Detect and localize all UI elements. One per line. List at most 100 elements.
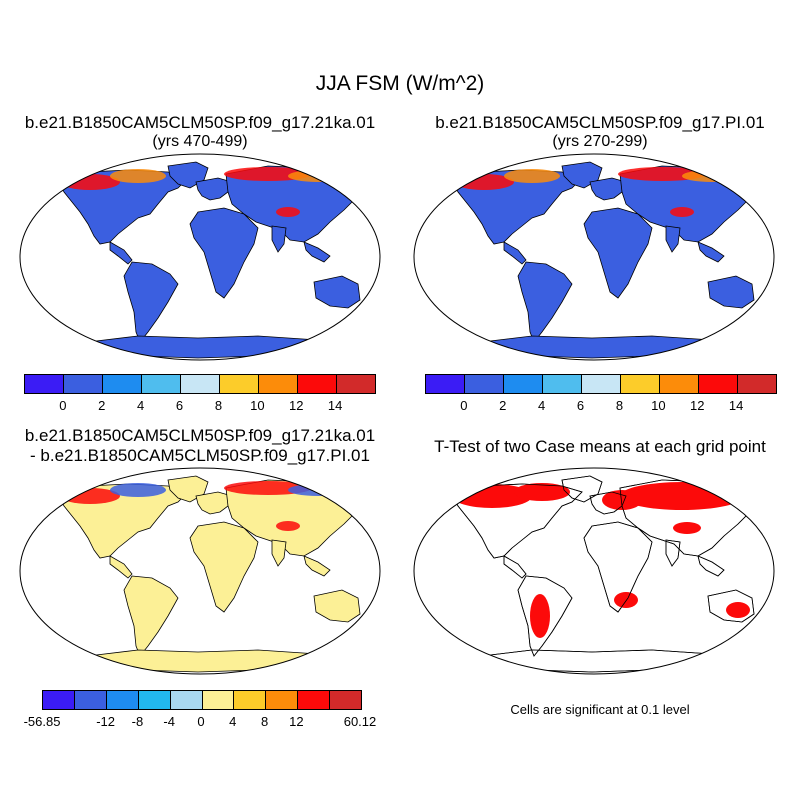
continent-europe bbox=[195, 491, 233, 515]
colorbar-box bbox=[138, 691, 171, 709]
colorbar-box bbox=[738, 375, 776, 393]
snowmelt-region bbox=[110, 483, 166, 497]
panel3-subtitle: - b.e21.B1850CAM5CLM50SP.f09_g17.PI.01 bbox=[30, 446, 370, 465]
continent-centralAmerica bbox=[109, 241, 133, 265]
colorbar-pi bbox=[425, 374, 777, 394]
coastline-australia bbox=[707, 589, 755, 623]
colorbar-tick-label: -56.85 bbox=[23, 714, 61, 729]
continent-southAmerica bbox=[517, 261, 573, 343]
significant-region bbox=[620, 482, 744, 510]
panel4-title: T-Test of two Case means at each grid po… bbox=[434, 437, 766, 456]
colorbar-tick-label: 10 bbox=[651, 398, 666, 413]
colorbar-box bbox=[582, 375, 621, 393]
colorbar-box bbox=[103, 375, 142, 393]
colorbar-box bbox=[25, 375, 64, 393]
continent-africa bbox=[583, 207, 653, 299]
significant-region bbox=[614, 592, 638, 608]
colorbar-21ka bbox=[24, 374, 376, 394]
map-border bbox=[19, 153, 381, 361]
snowmelt-region bbox=[276, 207, 300, 217]
map-panel-ttest bbox=[413, 467, 775, 675]
colorbar-box bbox=[74, 691, 107, 709]
colorbar-tick-label: 14 bbox=[728, 398, 744, 413]
continent-africa bbox=[189, 207, 259, 299]
colorbar-tick-label: 0 bbox=[59, 398, 67, 413]
coastline-africa bbox=[583, 521, 653, 613]
snowmelt-region bbox=[288, 170, 348, 182]
colorbar-tick-label: 8 bbox=[214, 398, 223, 413]
colorbar-tick-label: 4 bbox=[137, 398, 145, 413]
colorbar-box bbox=[202, 691, 235, 709]
snowmelt-region bbox=[682, 170, 742, 182]
colorbar-box bbox=[330, 691, 362, 709]
colorbar-box bbox=[504, 375, 543, 393]
significance-note: Cells are significant at 0.1 level bbox=[510, 702, 690, 717]
panel3-title: b.e21.B1850CAM5CLM50SP.f09_g17.21ka.01 bbox=[24, 426, 376, 445]
continent-africa bbox=[189, 521, 259, 613]
colorbar-tick-label: 2 bbox=[98, 398, 106, 413]
colorbar-tick-label: 8 bbox=[615, 398, 624, 413]
continent-india bbox=[271, 225, 287, 253]
continent-europe bbox=[589, 177, 627, 201]
continent-seAsia bbox=[303, 241, 331, 263]
colorbar-tick-label: 14 bbox=[327, 398, 343, 413]
colorbar-box bbox=[142, 375, 181, 393]
colorbar-box bbox=[43, 691, 75, 709]
coastline-india bbox=[665, 539, 681, 567]
colorbar-box bbox=[106, 691, 139, 709]
map-panel-21ka bbox=[19, 153, 381, 361]
colorbar-tick-label: 0 bbox=[460, 398, 468, 413]
continent-seAsia bbox=[697, 241, 725, 263]
colorbar-tick-label: -12 bbox=[96, 714, 115, 729]
coastline-greenland bbox=[561, 475, 603, 503]
colorbar-box bbox=[64, 375, 103, 393]
continent-india bbox=[271, 539, 287, 567]
coastline-centralAmerica bbox=[503, 555, 527, 579]
panel2-title: b.e21.B1850CAM5CLM50SP.f09_g17.PI.01 bbox=[435, 113, 765, 132]
coastline-europe bbox=[589, 491, 627, 515]
colorbar-box bbox=[543, 375, 582, 393]
map-border bbox=[413, 153, 775, 361]
colorbar-tick-label: -8 bbox=[131, 714, 144, 729]
colorbar-box bbox=[220, 375, 259, 393]
figure-title: JJA FSM (W/m^2) bbox=[315, 72, 485, 95]
colorbar-tick-label: 6 bbox=[576, 398, 585, 413]
colorbar-box bbox=[465, 375, 504, 393]
colorbar-box bbox=[298, 375, 337, 393]
panel2-subtitle: (yrs 270-299) bbox=[552, 133, 648, 150]
significant-region bbox=[530, 594, 550, 638]
colorbar-box bbox=[298, 691, 331, 709]
significant-region bbox=[726, 602, 750, 618]
colorbar-box bbox=[660, 375, 699, 393]
colorbar-tick-label: 8 bbox=[260, 714, 269, 729]
colorbar-box bbox=[259, 375, 298, 393]
colorbar-tick-label: 12 bbox=[289, 714, 304, 729]
panel1-title: b.e21.B1850CAM5CLM50SP.f09_g17.21ka.01 bbox=[24, 113, 376, 132]
colorbar-box bbox=[181, 375, 220, 393]
colorbar-tick-label: 6 bbox=[175, 398, 184, 413]
ocean bbox=[414, 468, 774, 674]
snowmelt-region bbox=[110, 169, 166, 183]
continent-centralAmerica bbox=[109, 555, 133, 579]
colorbar-tick-label: 10 bbox=[250, 398, 265, 413]
colorbar-tick-label: 2 bbox=[499, 398, 507, 413]
map-panel-difference bbox=[19, 467, 381, 675]
colorbar-tick-label: 4 bbox=[229, 714, 237, 729]
colorbar-tick-label: 60.12 bbox=[343, 714, 377, 729]
colorbar-box bbox=[337, 375, 375, 393]
colorbar-box bbox=[699, 375, 738, 393]
colorbar-tick-label: 12 bbox=[288, 398, 304, 413]
map-border bbox=[19, 467, 381, 675]
colorbar-tick-label: 0 bbox=[197, 714, 205, 729]
continent-australia bbox=[313, 275, 361, 309]
panel1-subtitle: (yrs 470-499) bbox=[152, 133, 248, 150]
colorbar-box bbox=[170, 691, 203, 709]
continent-europe bbox=[195, 177, 233, 201]
snowmelt-region bbox=[276, 521, 300, 531]
continent-australia bbox=[707, 275, 755, 309]
continent-southAmerica bbox=[123, 575, 179, 657]
continent-centralAmerica bbox=[503, 241, 527, 265]
snowmelt-region bbox=[288, 484, 348, 496]
colorbar-box bbox=[266, 691, 299, 709]
colorbar-tick-label: -4 bbox=[163, 714, 175, 729]
